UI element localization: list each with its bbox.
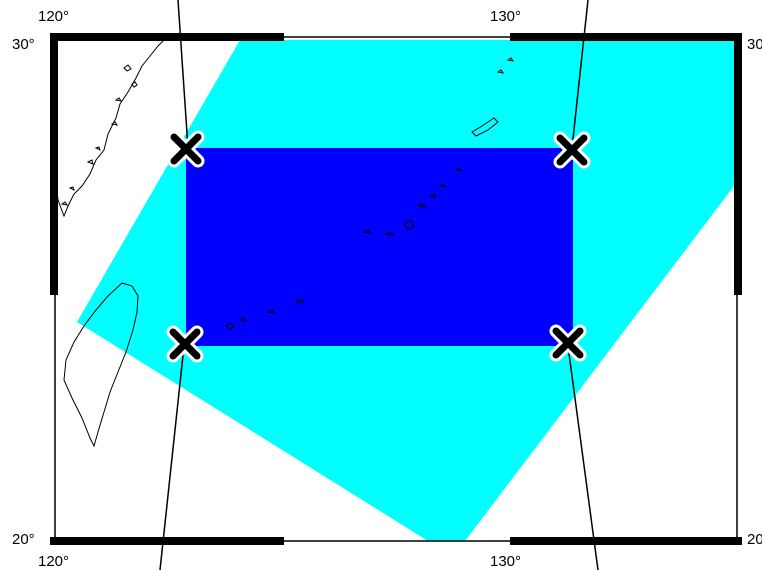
lat-label-top-left: 30° (12, 36, 35, 53)
lon-label-top-right: 130° (490, 8, 521, 25)
ground-track-left-lower (159, 345, 185, 570)
map-frame-bars (50, 33, 742, 545)
taiwan-outline (63, 282, 139, 448)
lon-label-top-left: 120° (38, 8, 69, 25)
corner-marker-upper-right (553, 131, 591, 169)
lat-label-bottom-left: 20° (12, 531, 35, 548)
lon-label-bottom-right: 130° (490, 553, 521, 570)
lat-label-bottom-right: 20 (747, 531, 762, 548)
china-coastline-islands (60, 64, 138, 206)
ground-track-right-lower (567, 345, 599, 570)
corner-marker-lower-left (166, 325, 204, 363)
lat-label-top-right: 30 (747, 36, 762, 53)
ground-track-right (571, 0, 589, 149)
corner-marker-lower-right (549, 324, 587, 362)
lon-label-bottom-left: 120° (38, 553, 69, 570)
china-coastline (54, 39, 165, 218)
target-area-rectangle (186, 148, 573, 346)
ground-track-left (177, 0, 189, 149)
corner-marker-upper-left (167, 130, 205, 168)
ryukyu-islands (225, 57, 515, 330)
